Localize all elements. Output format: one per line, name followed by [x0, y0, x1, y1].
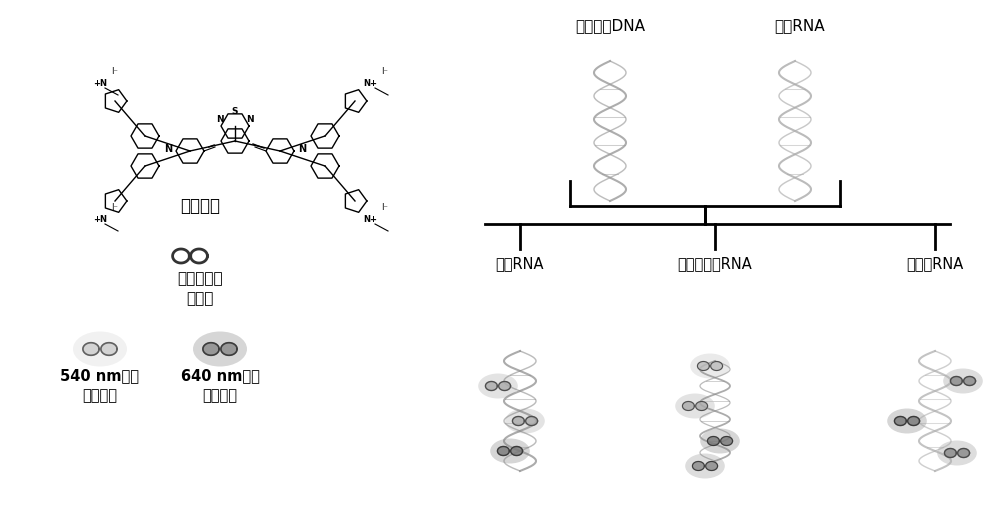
Text: I⁻: I⁻: [112, 66, 118, 76]
Polygon shape: [706, 461, 718, 471]
Text: N: N: [164, 144, 172, 154]
Text: 探针单链DNA: 探针单链DNA: [575, 18, 645, 34]
Ellipse shape: [700, 429, 740, 453]
Text: 单碌基突变RNA: 单碌基突变RNA: [678, 257, 752, 271]
Text: N+: N+: [363, 215, 377, 223]
Polygon shape: [964, 377, 976, 385]
Polygon shape: [682, 402, 694, 410]
Text: 不发光: 不发光: [186, 291, 214, 307]
Ellipse shape: [887, 408, 927, 433]
Ellipse shape: [675, 393, 715, 419]
Ellipse shape: [73, 332, 127, 366]
Polygon shape: [894, 416, 906, 426]
Text: 单分屐状态: 单分屐状态: [177, 271, 223, 287]
Text: I⁻: I⁻: [382, 66, 388, 76]
Text: 非目标RNA: 非目标RNA: [906, 257, 964, 271]
Polygon shape: [707, 436, 719, 446]
Polygon shape: [497, 447, 509, 455]
Text: I⁻: I⁻: [112, 202, 118, 212]
Ellipse shape: [685, 453, 725, 478]
Ellipse shape: [505, 408, 545, 433]
Ellipse shape: [193, 332, 247, 366]
Ellipse shape: [937, 440, 977, 466]
Polygon shape: [512, 416, 524, 426]
Text: S: S: [232, 106, 238, 115]
Text: 640 nm荧光: 640 nm荧光: [181, 368, 259, 383]
Text: 沟槽结合: 沟槽结合: [82, 388, 118, 404]
Polygon shape: [944, 449, 956, 457]
Polygon shape: [711, 361, 723, 370]
Polygon shape: [696, 402, 708, 410]
Text: +N: +N: [93, 79, 107, 87]
Polygon shape: [101, 343, 117, 355]
Polygon shape: [721, 436, 733, 446]
Polygon shape: [511, 447, 523, 455]
Text: 静电结合: 静电结合: [203, 388, 238, 404]
Text: I⁻: I⁻: [382, 202, 388, 212]
Polygon shape: [526, 416, 538, 426]
Polygon shape: [221, 343, 237, 355]
Text: 待测RNA: 待测RNA: [775, 18, 825, 34]
Polygon shape: [697, 361, 709, 370]
Polygon shape: [499, 382, 511, 390]
Polygon shape: [203, 343, 219, 355]
Polygon shape: [485, 382, 497, 390]
Text: 式（一）: 式（一）: [180, 197, 220, 215]
Ellipse shape: [490, 438, 530, 463]
Ellipse shape: [943, 368, 983, 393]
Text: 目标RNA: 目标RNA: [496, 257, 544, 271]
Polygon shape: [958, 449, 970, 457]
Polygon shape: [692, 461, 704, 471]
Text: N: N: [298, 144, 306, 154]
Text: N+: N+: [363, 79, 377, 87]
Text: 540 nm荧光: 540 nm荧光: [60, 368, 140, 383]
Ellipse shape: [478, 374, 518, 399]
Text: N: N: [246, 114, 254, 124]
Ellipse shape: [690, 354, 730, 379]
Text: +N: +N: [93, 215, 107, 223]
Text: N: N: [216, 114, 224, 124]
Polygon shape: [83, 343, 99, 355]
Polygon shape: [908, 416, 920, 426]
Polygon shape: [950, 377, 962, 385]
